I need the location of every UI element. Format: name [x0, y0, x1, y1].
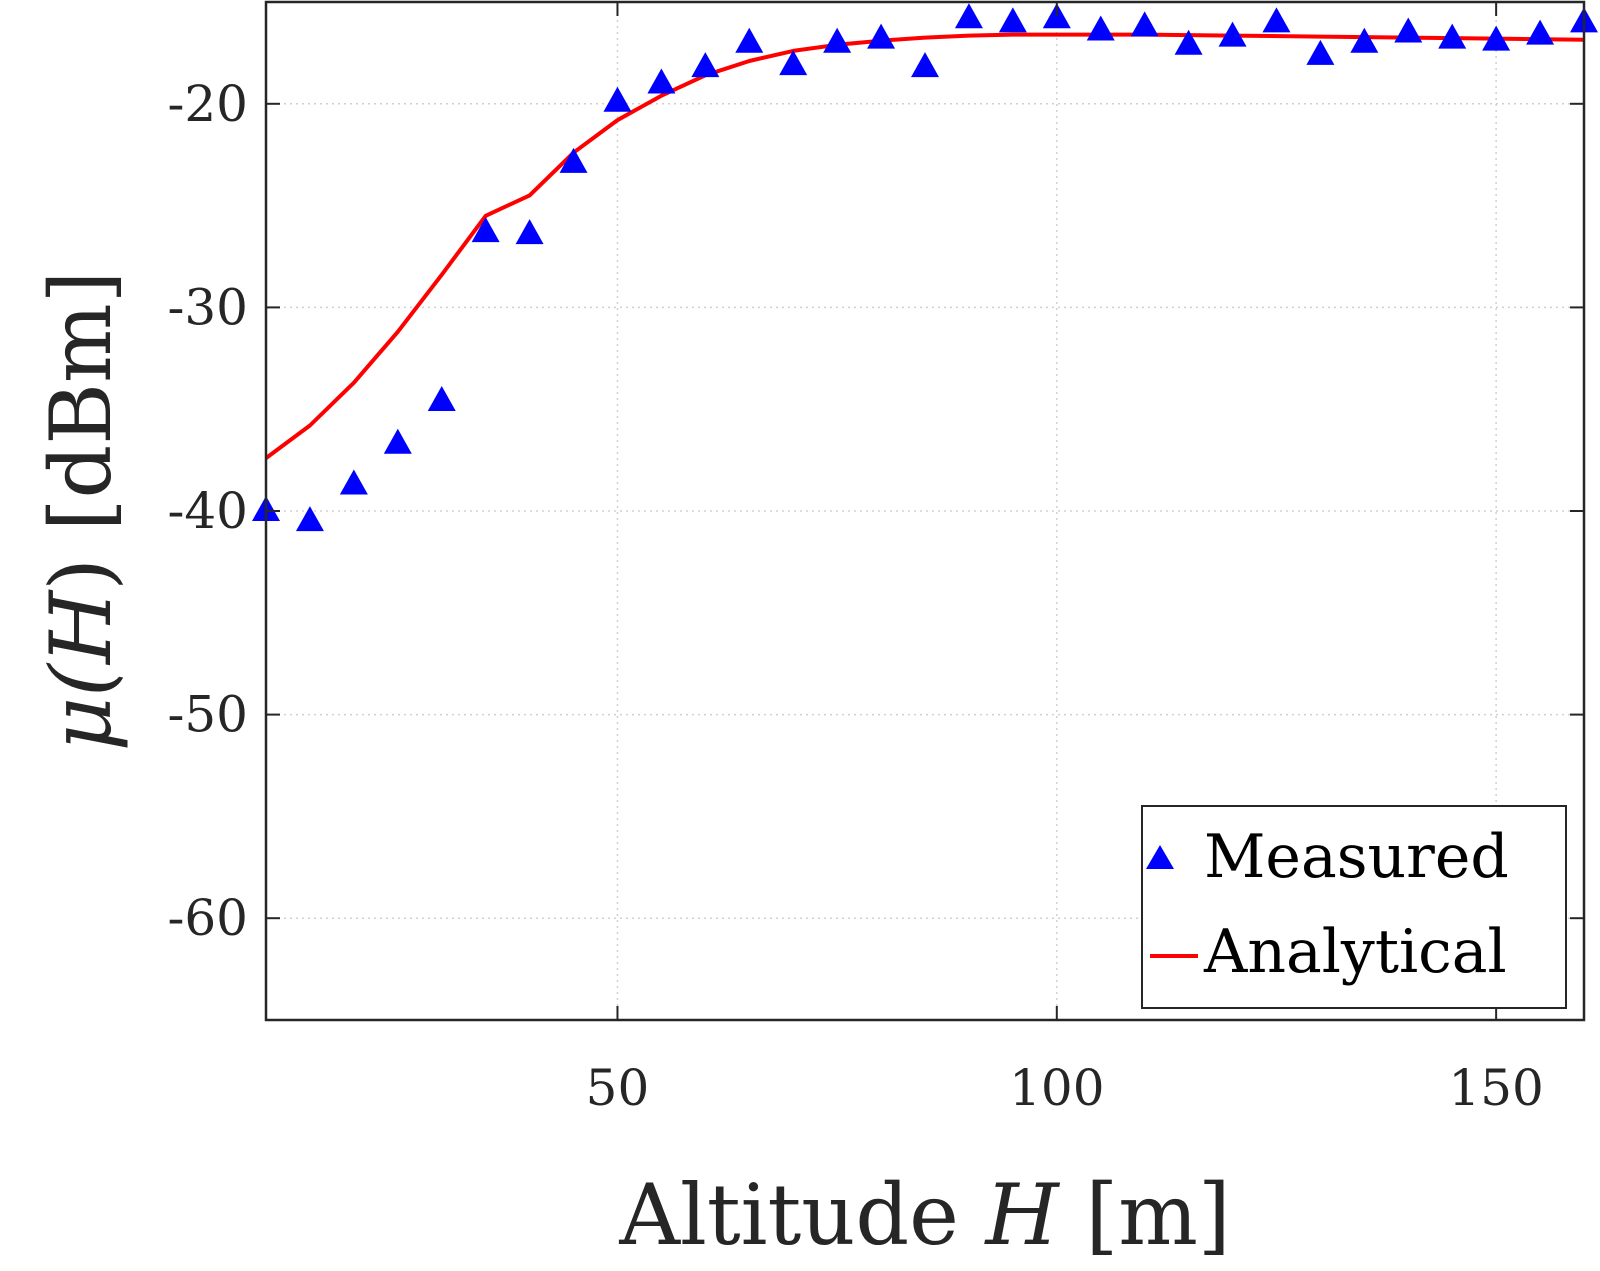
- measured-series: [252, 3, 1598, 532]
- measured-point: [998, 7, 1027, 33]
- x-axis-title: Altitude H [m]: [618, 1166, 1230, 1264]
- y-tick-label: -60: [167, 889, 248, 947]
- legend-measured-marker: [1146, 845, 1174, 869]
- measured-point: [1174, 29, 1203, 55]
- measured-point: [779, 50, 808, 76]
- y-axis-title-prefix: μ(: [32, 662, 130, 752]
- x-axis-title-suffix: [m]: [1059, 1166, 1231, 1264]
- measured-point: [1086, 15, 1115, 41]
- measured-point: [1306, 39, 1335, 65]
- measured-point: [911, 52, 939, 78]
- measured-point: [1218, 21, 1247, 47]
- y-tick-labels: -60 -50 -40 -30 -20: [167, 75, 248, 947]
- measured-point: [1262, 7, 1291, 33]
- measured-point: [1482, 25, 1511, 51]
- x-axis-title-prefix: Altitude: [618, 1166, 985, 1264]
- x-tick-labels: 50 100 150: [586, 1059, 1544, 1117]
- measured-point: [295, 506, 324, 532]
- measured-point: [383, 428, 412, 454]
- measured-point: [559, 147, 588, 173]
- legend-box: [1141, 805, 1567, 1009]
- x-axis-title-var: H: [984, 1166, 1061, 1264]
- measured-point: [867, 23, 896, 49]
- y-axis-title-var: H: [32, 589, 130, 666]
- measured-point: [691, 52, 720, 78]
- measured-point: [735, 27, 764, 53]
- x-tick-label: 100: [1009, 1059, 1104, 1117]
- measured-point: [823, 27, 852, 53]
- x-tick-label: 150: [1448, 1059, 1543, 1117]
- measured-point: [1350, 27, 1379, 53]
- measured-point: [427, 386, 456, 412]
- y-tick-label: -40: [167, 482, 248, 540]
- measured-point: [1394, 17, 1423, 43]
- measured-point: [1526, 19, 1555, 45]
- measured-point: [339, 469, 368, 495]
- measured-point: [603, 86, 632, 112]
- ticks: [266, 2, 1584, 1020]
- x-tick-label: 50: [586, 1059, 650, 1117]
- legend: Measured Analytical: [1141, 805, 1567, 1009]
- legend-analytical-label: Analytical: [1203, 917, 1507, 987]
- measured-point: [954, 3, 983, 29]
- y-tick-label: -50: [167, 686, 248, 744]
- y-tick-label: -20: [167, 75, 248, 133]
- y-axis-title: μ(H) [dBm]: [32, 271, 130, 752]
- measured-point: [1130, 11, 1159, 37]
- measured-point: [647, 68, 676, 94]
- measured-point: [471, 217, 500, 243]
- legend-measured-label: Measured: [1204, 822, 1509, 892]
- measured-point: [1438, 23, 1467, 49]
- y-tick-label: -30: [167, 278, 248, 336]
- y-axis-title-suffix: ) [dBm]: [32, 271, 130, 591]
- measured-point: [515, 219, 544, 245]
